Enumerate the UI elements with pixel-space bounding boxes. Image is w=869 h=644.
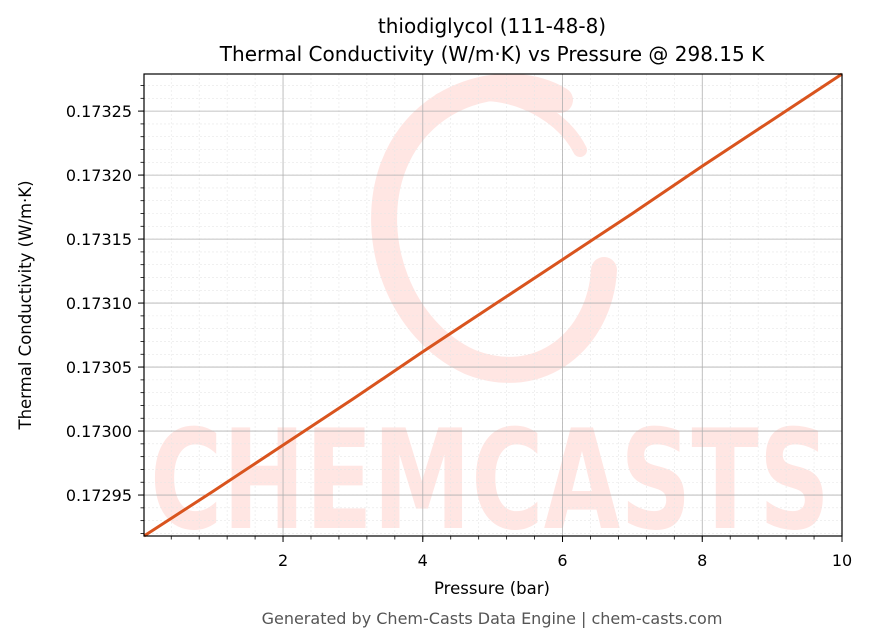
x-tick-label: 10 — [832, 551, 852, 570]
x-tick-label: 8 — [697, 551, 707, 570]
series-line — [143, 72, 843, 538]
y-tick-label: 0.17300 — [66, 422, 132, 441]
watermark-text: CHEMCASTS — [150, 400, 830, 561]
x-tick-labels: 2 4 6 8 10 — [278, 551, 852, 570]
footer-credit: Generated by Chem-Casts Data Engine | ch… — [262, 609, 723, 628]
y-tick-label: 0.17315 — [66, 230, 132, 249]
y-tick-label: 0.17320 — [66, 166, 132, 185]
x-axis-label: Pressure (bar) — [434, 579, 550, 598]
y-tick-label: 0.17310 — [66, 294, 132, 313]
chart-subtitle: Thermal Conductivity (W/m·K) vs Pressure… — [219, 42, 765, 66]
watermark-logo: CHEMCASTS — [150, 73, 830, 561]
x-tick-label: 6 — [557, 551, 567, 570]
series-lines — [143, 72, 843, 538]
chart-title: thiodiglycol (111-48-8) — [378, 14, 606, 38]
axis-ticks — [138, 85, 843, 542]
y-tick-label: 0.17295 — [66, 486, 132, 505]
x-tick-label: 2 — [278, 551, 288, 570]
watermark-swirl-inner — [433, 86, 587, 157]
x-tick-label: 4 — [418, 551, 428, 570]
y-axis-label: Thermal Conductivity (W/m·K) — [16, 180, 35, 430]
y-tick-label: 0.17305 — [66, 358, 132, 377]
y-tick-labels: 0.17295 0.17300 0.17305 0.17310 0.17315 0.173… — [66, 102, 132, 505]
y-tick-label: 0.17325 — [66, 102, 132, 121]
plot-frame — [143, 73, 843, 537]
